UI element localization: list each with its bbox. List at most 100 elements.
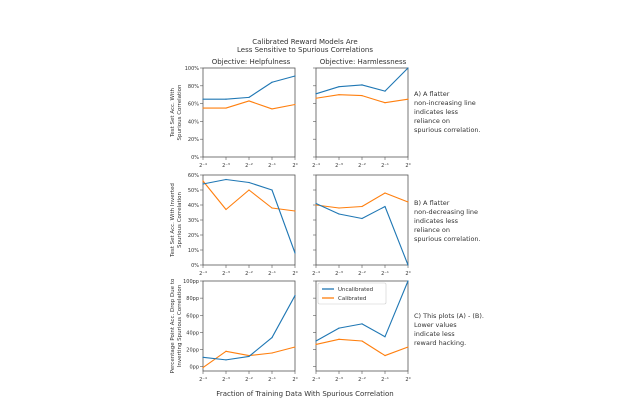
row-1-annotation-line: indicates less bbox=[414, 108, 459, 116]
row-3-col-2-uncalibrated-point bbox=[384, 336, 386, 338]
row-2-col-2-x-tick-label: 2⁰ bbox=[405, 271, 410, 277]
row-3-col-1-x-tick-label: 2⁰ bbox=[292, 377, 297, 383]
row-3-col-1-uncalibrated-point bbox=[202, 356, 204, 358]
row-2-y-axis-label: Spurious Correlation bbox=[177, 191, 183, 248]
row-3-annotation-line: reward hacking. bbox=[414, 339, 466, 347]
row-1-col-2-uncalibrated-point bbox=[338, 86, 340, 88]
row-1-col-1-uncalibrated-point bbox=[294, 75, 296, 77]
row-3-col-2-uncalibrated-point bbox=[338, 327, 340, 329]
row-3-col-2-calibrated-point bbox=[361, 340, 363, 342]
row-1-annotation-line: A) A flatter bbox=[414, 90, 450, 98]
row-3-y-tick-label: 0pp bbox=[189, 365, 199, 371]
row-1-col-2-x-tick-label: 2⁻⁴ bbox=[312, 163, 320, 169]
column-title-harmlessness: Objective: Harmlessness bbox=[320, 58, 407, 66]
row-1-col-1-x-tick-label: 2⁻³ bbox=[222, 163, 230, 169]
row-2-col-2-uncalibrated-point bbox=[361, 217, 363, 220]
row-2-col-2-x-tick-label: 2⁻⁴ bbox=[312, 271, 320, 277]
row-2-col-1-frame bbox=[202, 174, 296, 266]
row-3-col-1-x-tick-label: 2⁻² bbox=[245, 377, 253, 383]
legend-box bbox=[317, 282, 387, 305]
row-3-col-1-calibrated-line bbox=[202, 346, 296, 369]
row-1-col-2-calibrated-point bbox=[338, 94, 340, 96]
row-3-annotation-line: indicate less bbox=[414, 330, 455, 338]
row-1-col-2-x-tick-label: 2⁻² bbox=[358, 163, 366, 169]
row-1-col-1-calibrated-point bbox=[248, 100, 250, 102]
row-2-col-1-x-tick-label: 2⁰ bbox=[292, 271, 297, 277]
row-2-annotation-line: reliance on bbox=[414, 226, 450, 234]
row-1-y-tick-label: 60% bbox=[188, 102, 199, 108]
row-1-col-1-calibrated-point bbox=[225, 107, 227, 109]
row-2-col-2-calibrated-point bbox=[315, 204, 317, 206]
row-2-col-1-x-tick-label: 2⁻¹ bbox=[268, 271, 276, 277]
row-2-annotation-line: B) A flatter bbox=[414, 199, 450, 207]
row-2-y-tick-label: 20% bbox=[188, 233, 199, 239]
row-1-col-1-uncalibrated-point bbox=[202, 98, 204, 100]
row-1-col-1-calibrated-point bbox=[294, 103, 296, 106]
row-3-col-1-uncalibrated-point bbox=[225, 359, 227, 361]
row-1-annotation-line: reliance on bbox=[414, 117, 450, 125]
row-1-col-1-uncalibrated-line bbox=[203, 75, 296, 100]
row-1-annotation-line: non-increasing line bbox=[414, 99, 476, 107]
row-2-y-tick-label: 10% bbox=[188, 248, 199, 254]
row-2-col-2-uncalibrated-line bbox=[315, 202, 409, 266]
row-1-col-1-calibrated-point bbox=[202, 107, 204, 109]
row-1-y-axis-label: Test Set Acc. With bbox=[170, 87, 176, 138]
row-3-col-2-calibrated-line bbox=[315, 338, 409, 357]
row-1-col-2-calibrated-point bbox=[407, 98, 409, 100]
row-2-col-1-uncalibrated-point bbox=[294, 252, 296, 254]
row-2-col-2-calibrated-point bbox=[361, 205, 363, 208]
row-3-col-1-calibrated-point bbox=[202, 366, 204, 369]
row-3-y-tick-label: 60pp bbox=[186, 313, 199, 319]
row-2-col-1-calibrated-point bbox=[271, 207, 273, 209]
row-2-col-2-frame bbox=[315, 174, 409, 266]
row-2-col-2-x-tick-label: 2⁻³ bbox=[335, 271, 343, 277]
row-1-col-2-calibrated-point bbox=[315, 97, 317, 99]
row-1-col-1-calibrated-point bbox=[271, 108, 273, 110]
row-3-col-1-uncalibrated-point bbox=[248, 355, 250, 358]
row-3-col-1-uncalibrated-point bbox=[271, 336, 273, 339]
row-1-col-2-calibrated-point bbox=[361, 94, 363, 97]
row-2-y-tick-label: 30% bbox=[188, 218, 199, 224]
row-1-y-tick-label: 0% bbox=[191, 155, 199, 161]
row-2-col-1-uncalibrated-point bbox=[271, 189, 273, 191]
row-1-col-2-uncalibrated-line bbox=[315, 67, 409, 95]
row-1-col-1-calibrated-line bbox=[203, 100, 296, 110]
row-1-y-tick-label: 80% bbox=[188, 84, 199, 90]
row-2-y-tick-label: 60% bbox=[188, 173, 199, 179]
chart-title-line-2: Less Sensitive to Spurious Correlations bbox=[237, 46, 373, 54]
row-3-y-tick-label: 100pp bbox=[183, 279, 199, 285]
row-1-col-2-uncalibrated-point bbox=[384, 90, 386, 92]
row-2-col-2-x-tick-label: 2⁻² bbox=[358, 271, 366, 277]
row-1-y-axis-label: Spurious Correlation bbox=[177, 84, 183, 141]
row-3-col-2-uncalibrated-point bbox=[315, 340, 317, 342]
row-1-col-1-x-tick-label: 2⁻¹ bbox=[268, 163, 276, 169]
row-3-col-1-calibrated-point bbox=[271, 352, 273, 354]
row-1-y-tick-label: 40% bbox=[188, 119, 199, 125]
row-3-col-2-x-tick-label: 2⁻¹ bbox=[381, 377, 389, 383]
row-1-col-2-calibrated-point bbox=[384, 102, 386, 104]
row-3-col-1-x-tick-label: 2⁻³ bbox=[222, 377, 230, 383]
row-3-col-2-x-tick-label: 2⁻⁴ bbox=[312, 377, 320, 383]
row-1-col-1-uncalibrated-point bbox=[271, 81, 273, 83]
row-1-col-1-uncalibrated-point bbox=[248, 96, 250, 98]
row-1-col-1-frame bbox=[202, 67, 296, 158]
row-2-y-tick-label: 40% bbox=[188, 203, 199, 209]
row-1-col-1-x-tick-label: 2⁰ bbox=[292, 163, 297, 169]
row-2-col-1-uncalibrated-point bbox=[202, 183, 204, 185]
row-3-y-axis-label: Percentage Point Acc. Drop Due to bbox=[170, 278, 176, 373]
row-3-col-1-x-tick-label: 2⁻¹ bbox=[268, 377, 276, 383]
row-3-col-2-uncalibrated-point bbox=[407, 280, 409, 282]
row-2-col-2-x-tick-label: 2⁻¹ bbox=[381, 271, 389, 277]
row-2-col-1-uncalibrated-point bbox=[225, 178, 227, 181]
row-2-col-1-x-tick-label: 2⁻⁴ bbox=[199, 271, 207, 277]
row-2-y-axis-label: Test Set Acc. With Inverted bbox=[170, 183, 176, 258]
row-3-col-1-calibrated-point bbox=[225, 350, 227, 352]
row-3-col-2-uncalibrated-point bbox=[361, 323, 363, 325]
row-2-col-1-calibrated-point bbox=[248, 189, 250, 191]
row-3-col-2-x-tick-label: 2⁻² bbox=[358, 377, 366, 383]
row-2-y-tick-label: 50% bbox=[188, 188, 199, 194]
row-1-y-tick-label: 20% bbox=[188, 137, 199, 143]
row-2-col-1-x-tick-label: 2⁻² bbox=[245, 271, 253, 277]
